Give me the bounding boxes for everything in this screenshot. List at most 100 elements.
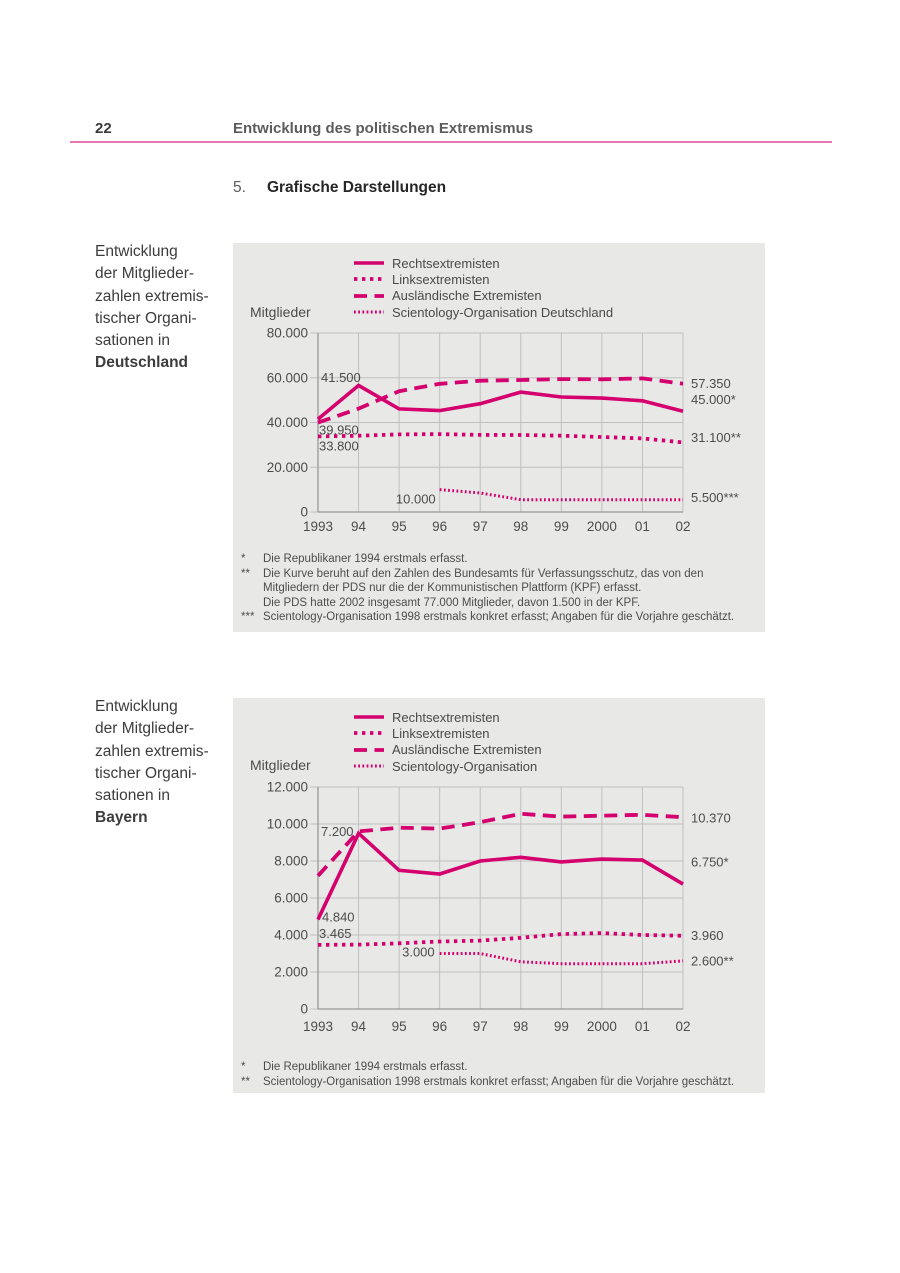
footnote-text: Die PDS hatte 2002 insgesamt 77.000 Mitg… (263, 596, 641, 609)
footnote-symbol: *** (241, 611, 255, 624)
svg-text:3.960: 3.960 (691, 928, 724, 943)
footnote: ** Scientology-Organisation 1998 erstmal… (241, 1075, 761, 1090)
svg-text:96: 96 (432, 1019, 447, 1034)
svg-text:0: 0 (300, 1002, 308, 1017)
caption-region-name: Deutschland (95, 354, 189, 372)
svg-text:4.000: 4.000 (274, 928, 308, 943)
caption-line: der Mitglieder- (95, 720, 195, 738)
svg-text:41.500: 41.500 (321, 370, 361, 385)
svg-text:45.000*: 45.000* (691, 392, 736, 407)
caption-line: Entwicklung (95, 698, 178, 715)
svg-text:98: 98 (513, 519, 528, 534)
svg-text:3.465: 3.465 (319, 926, 352, 941)
legend-item: Scientology-Organisation (353, 758, 542, 774)
svg-text:8.000: 8.000 (274, 854, 308, 869)
svg-text:95: 95 (392, 1019, 407, 1034)
section-number: 5. (233, 179, 246, 196)
legend-item: Linksextremisten (353, 271, 613, 287)
svg-text:6.750*: 6.750* (691, 855, 729, 870)
figure-caption-bayern: Entwicklung der Mitglieder- zahlen extre… (95, 696, 237, 830)
header-rule (70, 141, 832, 143)
svg-text:99: 99 (554, 1019, 569, 1034)
legend-item: Rechtsextremisten (353, 709, 542, 725)
footnote: *** Scientology-Organisation 1998 erstma… (241, 610, 761, 625)
footnote-text: Die Kurve beruht auf den Zahlen des Bund… (263, 567, 704, 580)
legend-label: Linksextremisten (392, 725, 490, 741)
svg-text:5.500***: 5.500*** (691, 490, 739, 505)
footnote-symbol: ** (241, 1075, 250, 1088)
svg-text:96: 96 (432, 519, 447, 534)
footnote-symbol: ** (241, 567, 250, 580)
svg-text:2.000: 2.000 (274, 965, 308, 980)
caption-line: tischer Organi- (95, 764, 197, 782)
footnote-symbol: * (241, 553, 246, 565)
legend-item: Linksextremisten (353, 725, 542, 741)
svg-text:2000: 2000 (587, 519, 617, 534)
svg-text:0: 0 (300, 505, 308, 520)
legend-label: Linksextremisten (392, 271, 490, 287)
legend-item: Ausländische Extremisten (353, 288, 613, 304)
svg-text:57.350: 57.350 (691, 376, 731, 391)
svg-text:10.000: 10.000 (396, 492, 436, 507)
dashed-line-sample-icon (354, 293, 384, 298)
caption-region-name: Bayern (95, 809, 148, 827)
svg-text:1993: 1993 (303, 1019, 333, 1034)
y-axis-title: Mitglieder (250, 304, 311, 320)
chart-panel-deutschland: Rechtsextremisten Linksextremisten Auslä… (233, 243, 765, 632)
footnote-symbol: * (241, 1061, 246, 1073)
fine-dotted-line-sample-icon (354, 764, 384, 768)
legend-label: Ausländische Extremisten (392, 288, 542, 304)
svg-text:20.000: 20.000 (267, 460, 308, 475)
dotted-line-sample-icon (354, 277, 384, 282)
svg-text:6.000: 6.000 (274, 891, 308, 906)
footnote-text: Scientology-Organisation 1998 erstmals k… (263, 1075, 735, 1088)
svg-text:98: 98 (513, 1019, 528, 1034)
caption-line: zahlen extremis- (95, 742, 209, 760)
footnote: ** Die Kurve beruht auf den Zahlen des B… (241, 567, 761, 611)
dashed-line-sample-icon (354, 747, 384, 752)
chart-panel-bayern: Rechtsextremisten Linksextremisten Auslä… (233, 698, 765, 1093)
svg-text:31.100**: 31.100** (691, 430, 741, 445)
footnote-text: Scientology-Organisation 1998 erstmals k… (263, 611, 735, 624)
chart-legend: Rechtsextremisten Linksextremisten Auslä… (353, 255, 613, 320)
legend-label: Scientology-Organisation Deutschland (392, 304, 614, 320)
chart-legend: Rechtsextremisten Linksextremisten Auslä… (353, 709, 542, 774)
svg-text:40.000: 40.000 (267, 415, 308, 430)
legend-item: Scientology-Organisation Deutschland (353, 304, 613, 320)
svg-text:33.800: 33.800 (319, 438, 359, 453)
svg-text:99: 99 (554, 519, 569, 534)
caption-line: tischer Organi- (95, 309, 197, 327)
svg-text:39.950: 39.950 (319, 423, 359, 438)
svg-text:10.000: 10.000 (267, 817, 308, 832)
svg-text:94: 94 (351, 1019, 367, 1034)
caption-line: Entwicklung (95, 243, 178, 260)
caption-line: der Mitglieder- (95, 265, 195, 283)
solid-line-sample-icon (354, 261, 384, 265)
svg-text:2000: 2000 (587, 1019, 617, 1034)
chart-footnotes: * Die Republikaner 1994 erstmals erfasst… (241, 552, 761, 625)
svg-text:01: 01 (635, 519, 650, 534)
legend-label: Scientology-Organisation (392, 758, 538, 774)
caption-line: sationen in (95, 787, 170, 805)
svg-text:95: 95 (392, 519, 407, 534)
y-axis-title: Mitglieder (250, 757, 311, 773)
svg-text:7.200: 7.200 (321, 824, 354, 839)
svg-text:02: 02 (675, 1019, 690, 1034)
legend-label: Ausländische Extremisten (392, 742, 542, 758)
svg-text:2.600**: 2.600** (691, 953, 734, 968)
svg-text:02: 02 (675, 519, 690, 534)
svg-text:97: 97 (473, 519, 488, 534)
footnote-text: Die Republikaner 1994 erstmals erfasst. (263, 553, 468, 565)
running-header-title: Entwicklung des politischen Extremismus (233, 120, 534, 137)
section-heading: 5. Grafische Darstellungen (233, 179, 446, 197)
svg-text:12.000: 12.000 (267, 780, 308, 795)
footnote-text: Die Republikaner 1994 erstmals erfasst. (263, 1061, 468, 1073)
caption-line: zahlen extremis- (95, 287, 209, 305)
svg-text:60.000: 60.000 (267, 370, 308, 385)
legend-item: Rechtsextremisten (353, 255, 613, 271)
dotted-line-sample-icon (354, 731, 384, 736)
svg-text:3.000: 3.000 (402, 945, 435, 960)
caption-line: sationen in (95, 332, 170, 350)
legend-label: Rechtsextremisten (392, 255, 500, 271)
